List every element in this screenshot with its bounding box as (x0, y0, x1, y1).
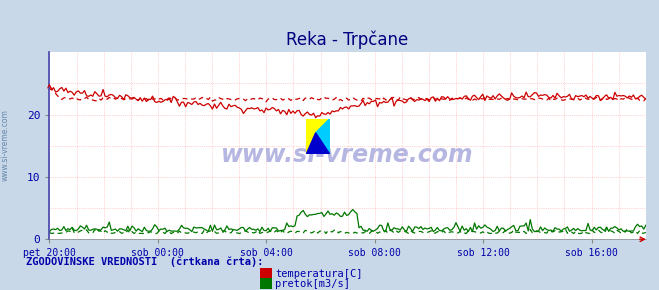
Text: temperatura[C]: temperatura[C] (275, 269, 363, 279)
Title: Reka - Trpčane: Reka - Trpčane (287, 31, 409, 49)
Text: www.si-vreme.com: www.si-vreme.com (221, 143, 474, 167)
Polygon shape (316, 119, 330, 154)
Polygon shape (306, 133, 330, 154)
Text: pretok[m3/s]: pretok[m3/s] (275, 279, 351, 289)
Polygon shape (306, 119, 330, 154)
Text: ZGODOVINSKE VREDNOSTI  (črtkana črta):: ZGODOVINSKE VREDNOSTI (črtkana črta): (26, 257, 264, 267)
Text: www.si-vreme.com: www.si-vreme.com (1, 109, 10, 181)
